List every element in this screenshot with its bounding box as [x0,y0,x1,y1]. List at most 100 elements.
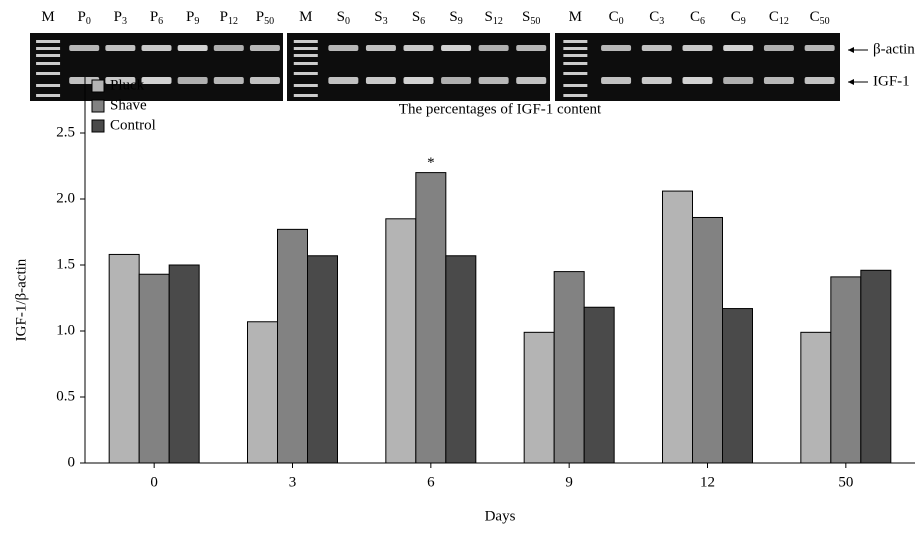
lane-label-sub: 50 [264,16,274,27]
lane-label-base: M [299,9,312,25]
lane-label-sub: 6 [420,16,425,27]
bar [307,255,338,464]
lane-label-sub: 3 [659,16,664,27]
lane-label-base: P [220,9,228,25]
gel-ladder-band [36,54,61,57]
lane-label-base: P [150,9,158,25]
gel-band [69,45,100,51]
gel-band [641,45,672,51]
gel-ladder-band [36,47,61,50]
bar [415,172,447,464]
gel-ladder-band [563,40,588,43]
gel-ladder-band [36,72,61,75]
gel-band [365,77,396,84]
gel-ladder-band [36,84,61,87]
legend-label: Pluck [110,77,145,93]
lane-label-sub: 0 [619,16,624,27]
gel-band [516,45,547,51]
x-tick-label: 0 [150,474,158,490]
lane-label-base: P [114,9,122,25]
y-tick-label: 0.5 [56,388,75,404]
lane-label-base: S [484,9,492,25]
lane-label-base: S [522,9,530,25]
gel-ladder-band [293,40,318,43]
bar [445,255,477,464]
gel-ladder-band [293,94,318,97]
gel-marker-label: β-actin [873,41,915,57]
gel-band [641,77,672,84]
bar [830,276,862,464]
gel-ladder-band [563,62,588,65]
x-tick-label: 50 [838,474,853,490]
gel-band [763,77,794,84]
x-tick-label: 3 [289,474,297,490]
lane-label: C50 [810,9,830,27]
gel-band [141,77,172,84]
gel-ladder-band [563,84,588,87]
lane-label-base: C [690,9,700,25]
gel-ladder-band [563,54,588,57]
lane-label: M [569,9,582,25]
gel-ladder-band [36,62,61,65]
lane-label: S12 [484,9,502,27]
gel-ladder-band [293,84,318,87]
x-tick-label: 12 [700,474,715,490]
lane-label: S9 [449,9,462,27]
gel-band [213,77,244,84]
gel-band [682,77,713,84]
x-tick-label: 9 [565,474,573,490]
lane-label: P50 [256,9,274,27]
gel-image [287,33,550,101]
lane-label: S6 [412,9,425,27]
gel-band [516,77,547,84]
lane-label-sub: 50 [530,16,540,27]
bar [722,308,753,464]
lane-label-base: P [186,9,194,25]
gel-arrowhead [848,79,854,85]
y-tick-label: 1.0 [56,322,75,338]
gel-ladder-band [563,72,588,75]
gel-band [804,77,835,84]
lane-label: C6 [690,9,705,27]
chart-title: The percentages of IGF-1 content [399,101,602,117]
gel-band [249,45,280,51]
gel-ladder-band [293,54,318,57]
lane-label-sub: 12 [779,16,789,27]
lane-label-sub: 0 [86,16,91,27]
lane-label: S3 [374,9,387,27]
lane-label-base: S [374,9,382,25]
lane-label-base: C [769,9,779,25]
legend-label: Shave [110,97,147,113]
lane-label: M [41,9,54,25]
lane-label-base: C [731,9,741,25]
lane-label-base: M [41,9,54,25]
lane-label-sub: 50 [820,16,830,27]
lane-label-base: C [609,9,619,25]
bar [662,190,693,464]
bar [247,321,278,464]
x-axis-label: Days [485,508,516,524]
gel-band [328,45,359,51]
y-tick-label: 2.0 [56,190,75,206]
gel-ladder-band [293,62,318,65]
gel-ladder-band [36,40,61,43]
lane-label: P3 [114,9,127,27]
lane-label-base: P [78,9,86,25]
legend-label: Control [110,117,156,133]
gel-arrowhead [848,47,854,53]
gel-band [105,77,136,84]
gel-band [601,77,632,84]
gel-band [105,45,136,51]
lane-label-sub: 6 [700,16,705,27]
gel-band [441,77,472,84]
gel-band [213,45,244,51]
gel-band [804,45,835,51]
gel-ladder-band [563,94,588,97]
gel-band [177,45,208,51]
gel-band [723,77,754,84]
lane-label-base: C [649,9,659,25]
gel-band [478,45,509,51]
lane-label: P9 [186,9,199,27]
bar [277,228,308,464]
